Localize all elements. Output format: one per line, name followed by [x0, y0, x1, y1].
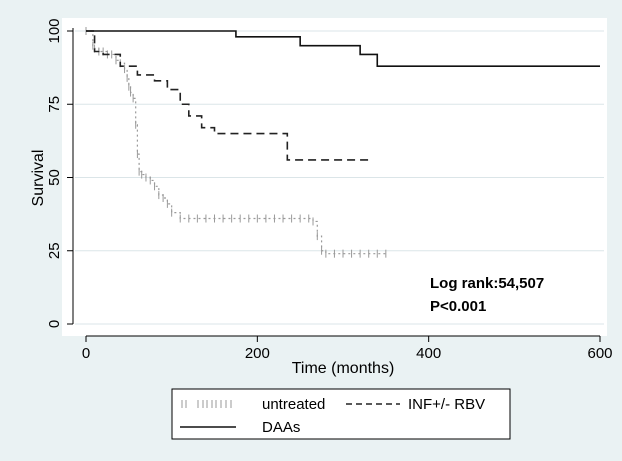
x-tick-label-0: 0	[82, 345, 90, 362]
legend: untreated INF+/- RBV DAAs	[171, 388, 511, 440]
x-axis-title: Time (months)	[292, 360, 395, 377]
axis-ticks: 0 25 50 75 100 0 200 400 600	[46, 18, 613, 362]
series-lines	[85, 27, 600, 258]
y-tick-label-2: 50	[46, 169, 63, 186]
legend-swatch-untreated	[181, 400, 232, 408]
y-tick-label-1: 25	[46, 242, 63, 259]
series-line-2	[86, 30, 600, 67]
y-tick-label-3: 75	[46, 96, 63, 113]
legend-box	[171, 388, 511, 440]
x-tick-label-2: 400	[416, 345, 441, 362]
series-line-1	[86, 30, 369, 161]
y-tick-label-0: 0	[46, 320, 63, 328]
x-tick-label-3: 600	[587, 345, 612, 362]
x-tick-label-1: 200	[245, 345, 270, 362]
y-tick-label-4: 100	[46, 18, 63, 43]
axes	[72, 28, 600, 337]
annotation-log-rank: Log rank:54,507	[430, 275, 544, 292]
legend-label-daas: DAAs	[262, 419, 300, 436]
y-axis-title: Survival	[30, 150, 47, 207]
annotation-p-value: P<0.001	[430, 298, 486, 315]
legend-label-inf-rbv: INF+/- RBV	[408, 396, 485, 413]
legend-label-untreated: untreated	[262, 396, 325, 413]
